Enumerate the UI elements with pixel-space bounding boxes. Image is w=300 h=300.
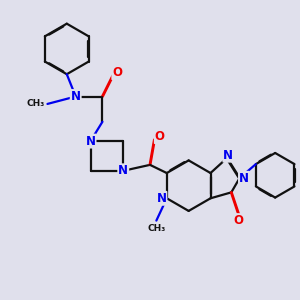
- Text: O: O: [155, 130, 165, 143]
- Text: CH₃: CH₃: [26, 99, 44, 108]
- Text: O: O: [234, 214, 244, 227]
- Text: CH₃: CH₃: [147, 224, 166, 233]
- Text: O: O: [112, 66, 122, 79]
- Text: N: N: [156, 192, 167, 205]
- Text: N: N: [224, 149, 233, 162]
- Text: N: N: [239, 172, 249, 185]
- Text: N: N: [85, 135, 96, 148]
- Text: N: N: [71, 90, 81, 103]
- Text: N: N: [118, 164, 128, 177]
